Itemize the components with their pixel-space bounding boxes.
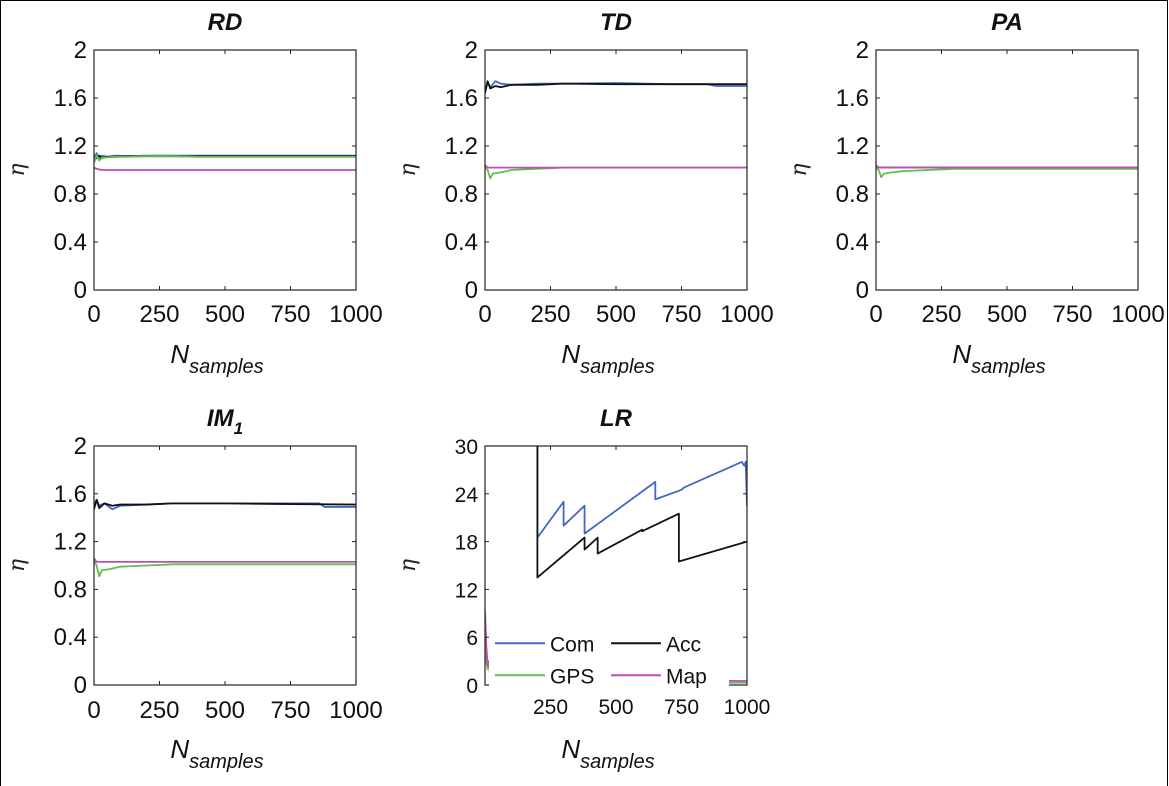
legend-label-map: Map — [666, 665, 707, 688]
series-line-gps — [94, 560, 356, 578]
y-tick-label: 12 — [455, 579, 478, 602]
y-tick-label: 1.2 — [54, 133, 87, 160]
y-tick-label: 2 — [74, 433, 87, 460]
x-tick-label: 750 — [1052, 301, 1092, 328]
y-tick-label: 30 — [455, 436, 478, 459]
series-line-gps — [485, 166, 747, 180]
y-tick-label: 1.6 — [836, 85, 869, 112]
legend-label-gps: GPS — [550, 665, 594, 688]
chart-title: RD — [208, 9, 243, 36]
legend-box — [489, 625, 729, 688]
y-tick-label: 0.8 — [836, 181, 869, 208]
x-tick-label: 750 — [270, 697, 310, 724]
y-tick-label: 0.4 — [836, 229, 869, 256]
x-axis-label: Nsamples — [170, 339, 263, 378]
y-tick-label: 0 — [465, 277, 478, 304]
chart-title: TD — [600, 9, 632, 36]
y-tick-label: 2 — [856, 37, 869, 64]
y-tick-label: 0.8 — [54, 181, 87, 208]
y-tick-label: 1.6 — [54, 481, 87, 508]
series-line-acc — [94, 498, 356, 510]
y-tick-label: 0 — [74, 277, 87, 304]
series-line-map — [94, 557, 356, 563]
series-line-map — [876, 164, 1138, 169]
chart-title: IM1 — [207, 405, 243, 438]
y-tick-label: 1.6 — [445, 85, 478, 112]
x-tick-label: 1000 — [1111, 301, 1164, 328]
y-tick-label: 0.8 — [54, 576, 87, 603]
y-tick-label: 6 — [466, 627, 478, 650]
x-tick-label: 1000 — [329, 301, 382, 328]
chart-im1: 0 0.4 0.8 1.2 1.6 2 0 250 500 750 1000 IM1 η Nsamples — [5, 405, 383, 773]
y-tick-label: 0.4 — [445, 229, 478, 256]
x-tick-label: 1000 — [329, 697, 382, 724]
x-tick-label: 250 — [533, 696, 568, 719]
x-tick-label: 750 — [661, 301, 701, 328]
y-tick-label: 18 — [455, 532, 478, 555]
y-axis-label: η — [5, 163, 30, 176]
y-tick-label: 1.2 — [836, 133, 869, 160]
x-tick-label: 500 — [205, 697, 245, 724]
series-line-acc — [536, 446, 747, 579]
y-axis-label: η — [5, 559, 30, 572]
x-axis-label: Nsamples — [561, 734, 654, 773]
x-axis-label: Nsamples — [170, 734, 263, 773]
y-tick-label: 0 — [466, 675, 478, 698]
chart-lr: 0 6 12 18 24 30 250 500 750 1000 LR η Nsamples Com Acc… — [396, 405, 770, 773]
chart-rd: 0 0.4 0.8 1.2 1.6 2 0 250 500 750 1000 RD η Nsamples — [5, 9, 383, 378]
y-tick-label: 1.2 — [445, 133, 478, 160]
chart-pa: 0 0.4 0.8 1.2 1.6 2 0 250 500 750 1000 PA η Nsamples — [787, 9, 1165, 378]
chart-td: 0 0.4 0.8 1.2 1.6 2 0 250 500 750 1000 TD η Nsamples — [396, 9, 774, 378]
series-line-acc — [485, 80, 747, 94]
x-tick-label: 0 — [869, 301, 882, 328]
y-tick-label: 2 — [74, 37, 87, 64]
series-line-com — [536, 446, 747, 539]
y-axis-label: η — [396, 559, 421, 572]
y-tick-label: 1.2 — [54, 529, 87, 556]
x-tick-label: 1000 — [720, 301, 773, 328]
x-tick-label: 1000 — [724, 696, 771, 719]
y-tick-label: 0 — [74, 672, 87, 699]
series-line-map — [94, 166, 356, 171]
x-tick-label: 250 — [139, 301, 179, 328]
x-axis-label: Nsamples — [952, 339, 1045, 378]
x-tick-label: 750 — [664, 696, 699, 719]
x-tick-label: 250 — [139, 697, 179, 724]
y-axis-label: η — [787, 163, 812, 176]
chart-title: LR — [600, 405, 633, 432]
y-axis-label: η — [396, 163, 421, 176]
y-tick-label: 0.8 — [445, 181, 478, 208]
x-tick-label: 250 — [530, 301, 570, 328]
legend-label-acc: Acc — [666, 633, 701, 656]
y-tick-label: 1.6 — [54, 85, 87, 112]
x-tick-label: 750 — [270, 301, 310, 328]
x-tick-label: 0 — [478, 301, 491, 328]
legend-label-com: Com — [550, 633, 594, 656]
y-tick-label: 2 — [465, 37, 478, 64]
chart-title: PA — [991, 9, 1023, 36]
y-tick-label: 0.4 — [54, 624, 87, 651]
x-axis-label: Nsamples — [561, 339, 654, 378]
legend: Com Acc GPS Map — [489, 625, 729, 688]
y-tick-label: 0 — [856, 277, 869, 304]
series-line-map — [485, 164, 747, 169]
series-line-com — [485, 80, 747, 92]
x-tick-label: 500 — [205, 301, 245, 328]
series-line-gps — [94, 154, 356, 164]
x-tick-label: 500 — [598, 696, 633, 719]
y-tick-label: 24 — [455, 484, 479, 507]
series-line-gps — [876, 166, 1138, 179]
x-tick-label: 0 — [87, 301, 100, 328]
x-tick-label: 250 — [921, 301, 961, 328]
y-tick-label: 0.4 — [54, 229, 87, 256]
x-tick-label: 0 — [87, 697, 100, 724]
x-tick-label: 500 — [987, 301, 1027, 328]
x-tick-label: 500 — [596, 301, 636, 328]
